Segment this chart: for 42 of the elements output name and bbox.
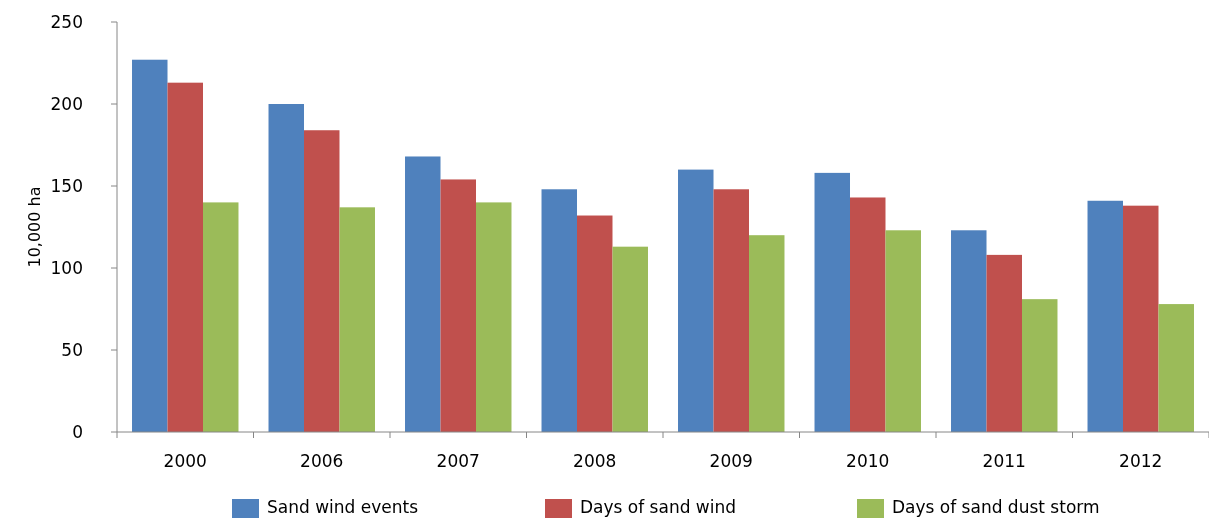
- bar: [476, 202, 512, 432]
- legend-label: Days of sand dust storm: [892, 497, 1100, 517]
- y-axis-title: 10,000 ha: [25, 186, 44, 268]
- y-tick-label: 250: [50, 11, 83, 32]
- x-tick-label: 2009: [709, 451, 753, 471]
- legend-label: Days of sand wind: [580, 497, 737, 517]
- bar: [132, 59, 168, 432]
- bar: [1123, 205, 1159, 432]
- x-tick-label: 2011: [982, 451, 1026, 471]
- y-tick-label: 150: [50, 175, 83, 196]
- x-tick-label: 2008: [573, 451, 617, 471]
- bar: [405, 156, 441, 432]
- y-tick-label: 200: [50, 93, 83, 114]
- bar: [1021, 299, 1058, 432]
- x-tick-label: 2012: [1119, 451, 1163, 471]
- bar: [1087, 200, 1124, 432]
- y-tick-label: 50: [61, 339, 83, 360]
- bar: [268, 104, 305, 432]
- bar: [167, 82, 203, 432]
- y-tick-label: 0: [72, 421, 83, 442]
- x-tick-label: 2010: [846, 451, 890, 471]
- bar: [814, 172, 851, 432]
- legend-label: Sand wind events: [267, 497, 419, 517]
- bar: [304, 130, 340, 432]
- bar: [203, 202, 239, 432]
- x-tick-label: 2000: [163, 451, 207, 471]
- bar: [678, 169, 714, 432]
- bar: [951, 230, 987, 432]
- bar: [850, 197, 886, 432]
- bar: [577, 215, 613, 432]
- x-tick-label: 2006: [300, 451, 344, 471]
- bar: [440, 179, 476, 432]
- bar: [339, 207, 375, 432]
- bar: [612, 246, 648, 432]
- bar: [885, 230, 921, 432]
- x-tick-label: 2007: [436, 451, 480, 471]
- bar: [749, 235, 785, 432]
- bar: [713, 189, 749, 432]
- bar: [541, 189, 578, 432]
- bar: [1158, 304, 1194, 432]
- bar: [986, 254, 1022, 432]
- y-tick-label: 100: [50, 257, 83, 278]
